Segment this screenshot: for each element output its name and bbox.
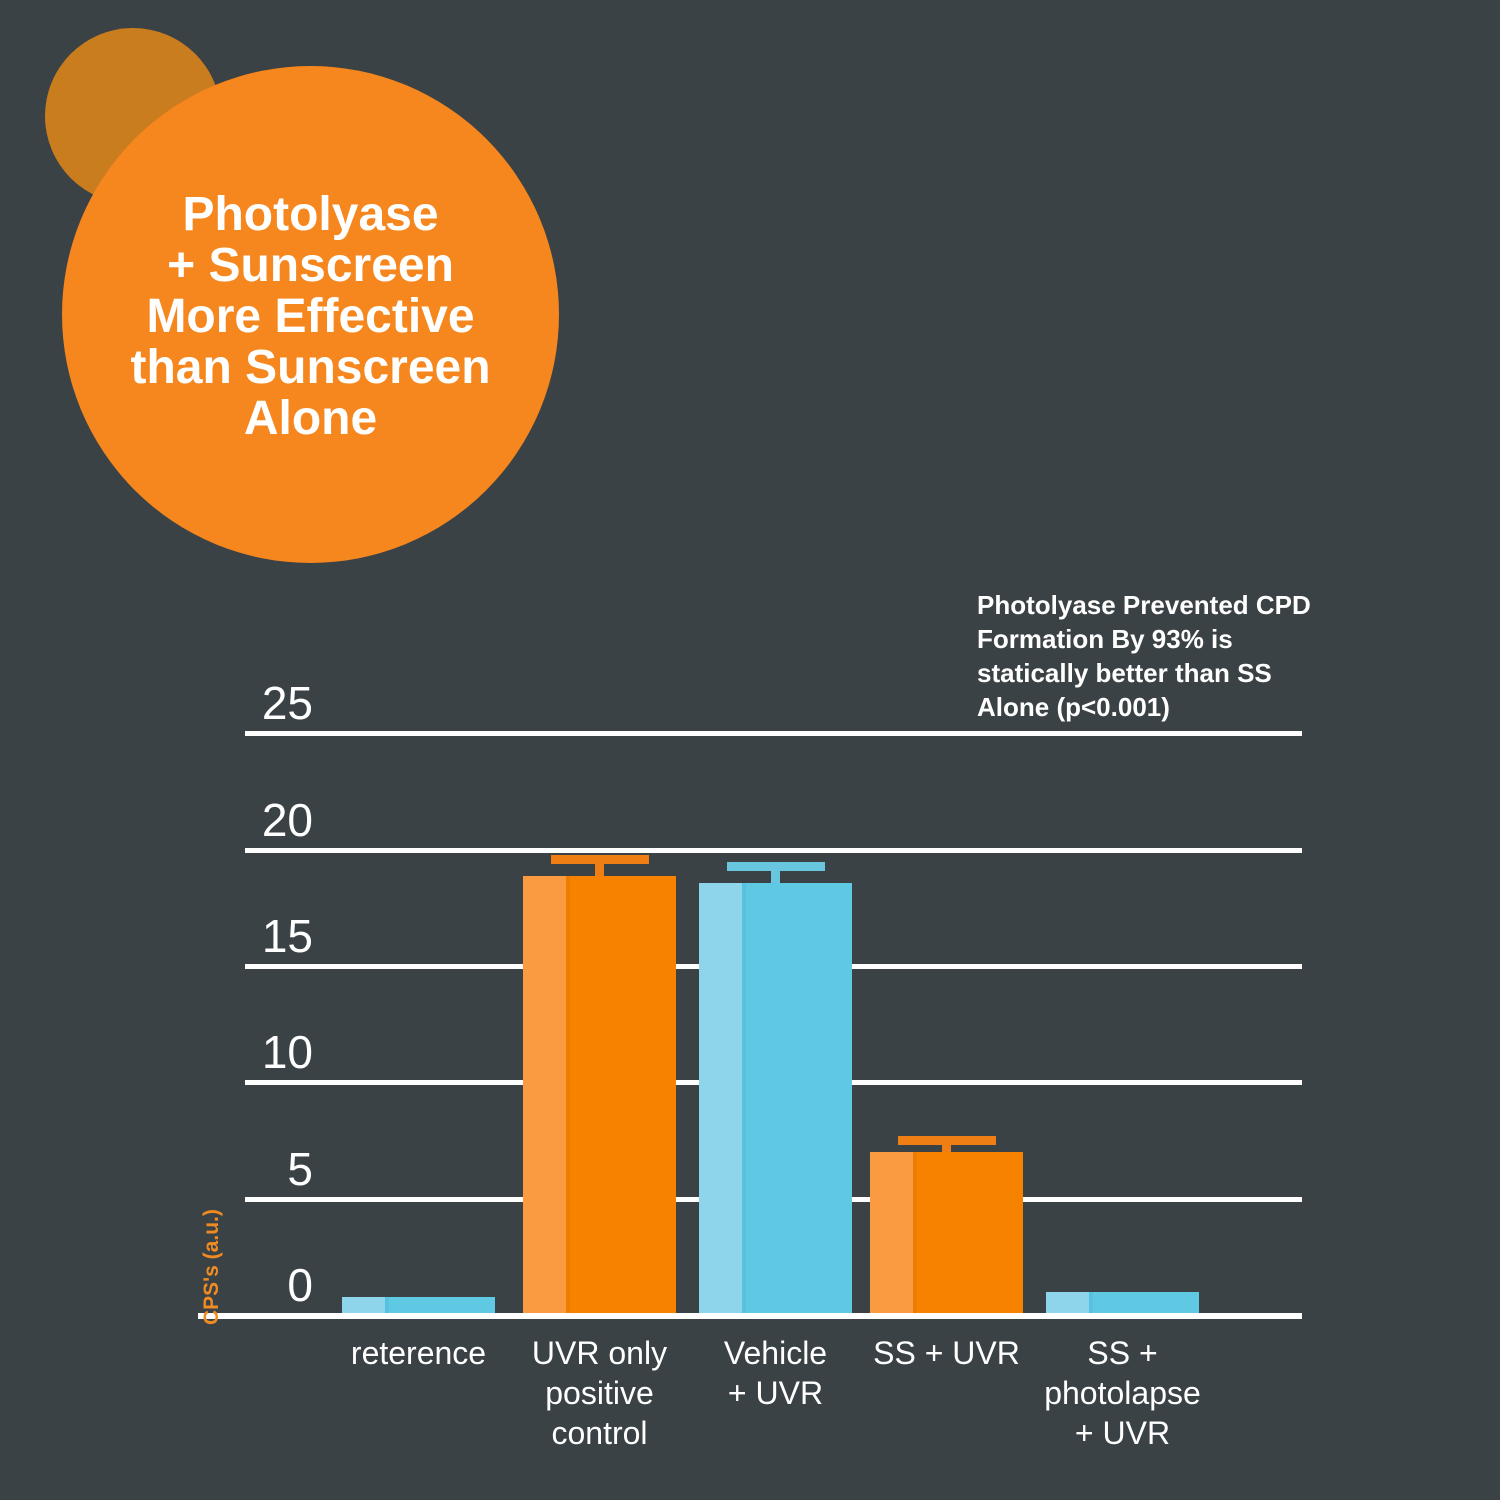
y-tick-label-5: 5: [287, 1143, 313, 1195]
y-tick-label-15: 15: [261, 910, 313, 962]
error-bar-cap-ss-uvr: [897, 1136, 996, 1145]
page-title-line: Alone: [243, 392, 378, 445]
y-tick-label-20: 20: [261, 794, 313, 846]
error-bar-cap-vehicle-uvr: [726, 862, 825, 871]
y-axis-title: CPS's (a.u.): [200, 1209, 223, 1325]
gridline-20: [245, 848, 1302, 853]
y-tick-label-10: 10: [261, 1026, 313, 1078]
bar-vehicle-uvr: [699, 883, 852, 1313]
chart-annotation-line: statically better than SS: [977, 658, 1272, 688]
y-tick-label-25: 25: [261, 677, 313, 729]
page-title-line: More Effective: [146, 290, 475, 343]
page-title-line: + Sunscreen: [167, 239, 454, 292]
page-title: Photolyase + Sunscreen More Effective th…: [130, 189, 490, 444]
chart-annotation: Photolyase Prevented CPD Formation By 93…: [977, 588, 1337, 724]
chart-annotation-line: Alone (p<0.001): [977, 692, 1170, 722]
bar-ss-uvr: [870, 1152, 1023, 1313]
x-axis-label-uvr-only-positive-control: UVR only positive control: [531, 1335, 668, 1451]
x-axis-label-ss-photolapse-uvr: SS + photolapse + UVR: [1044, 1335, 1201, 1451]
chart-annotation-line: Formation By 93% is: [977, 624, 1233, 654]
x-axis-label-reterence: reterence: [350, 1335, 487, 1371]
x-axis-label-ss-uvr: SS + UVR: [873, 1335, 1020, 1371]
bar-reterence: [342, 1297, 495, 1313]
error-bar-cap-uvr-only-positive-control: [550, 855, 649, 864]
x-axis-label-vehicle-uvr: Vehicle + UVR: [723, 1335, 828, 1411]
bar-ss-photolapse-uvr: [1046, 1292, 1199, 1313]
bar-uvr-only-positive-control: [523, 876, 676, 1313]
gridline-25: [245, 731, 1302, 736]
y-tick-label-0: 0: [287, 1259, 313, 1311]
page-title-line: Photolyase: [182, 188, 439, 241]
x-axis-line: [198, 1313, 1302, 1319]
chart-annotation-line: Photolyase Prevented CPD: [977, 590, 1311, 620]
page-title-line: than Sunscreen: [130, 341, 491, 394]
title-badge-circle: Photolyase + Sunscreen More Effective th…: [62, 66, 559, 563]
